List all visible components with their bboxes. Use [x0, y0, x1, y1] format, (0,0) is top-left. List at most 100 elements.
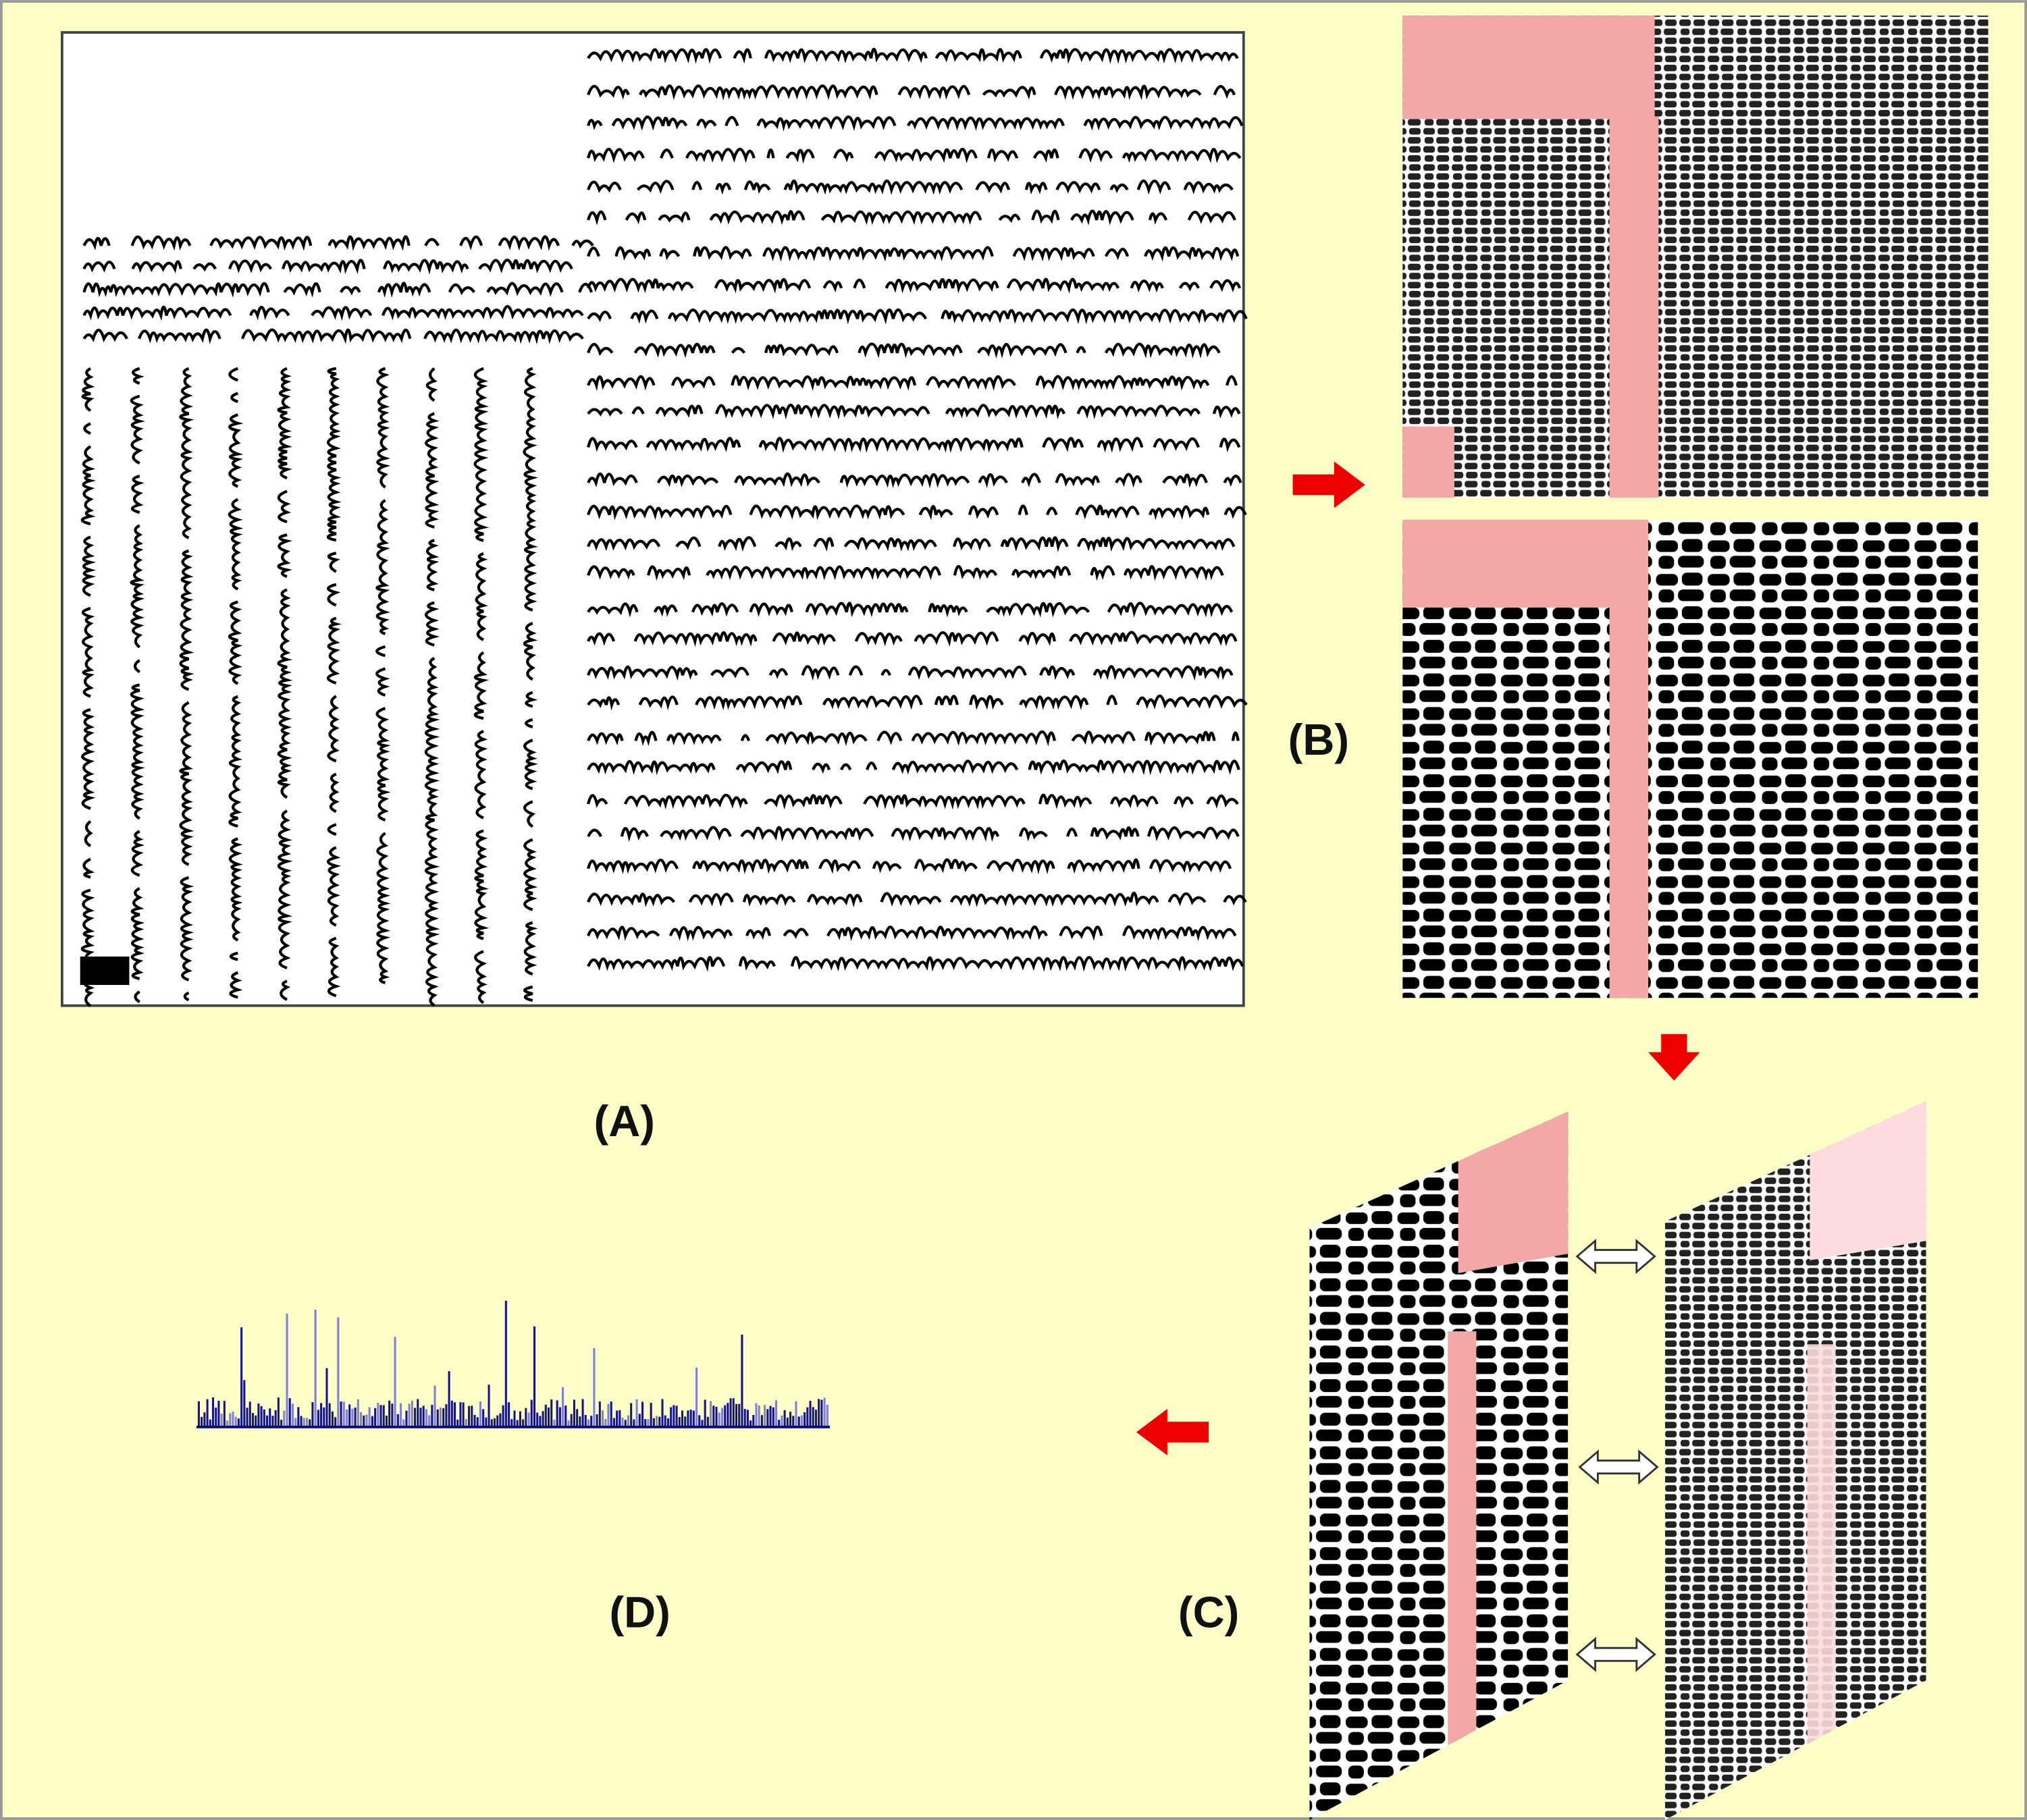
- histogram-bar: [792, 1416, 794, 1426]
- histogram-bar: [283, 1411, 285, 1427]
- histogram-bar: [738, 1404, 740, 1427]
- histogram-bar: [684, 1416, 686, 1427]
- histogram-bar: [454, 1402, 456, 1427]
- histogram-bar: [766, 1409, 768, 1426]
- histogram-bar: [695, 1368, 697, 1427]
- histogram-bar: [246, 1408, 248, 1427]
- histogram-bar: [303, 1418, 305, 1426]
- histogram-bar: [616, 1411, 618, 1427]
- histogram-bar: [388, 1401, 390, 1427]
- histogram-bar: [576, 1409, 578, 1427]
- histogram-bar: [240, 1327, 242, 1427]
- histogram-bar: [758, 1406, 760, 1427]
- histogram-bar: [690, 1410, 692, 1427]
- histogram-bar: [667, 1418, 669, 1427]
- histogram-bar: [365, 1414, 367, 1426]
- histogram-bar: [781, 1416, 783, 1427]
- histogram-bar: [294, 1418, 296, 1426]
- histogram-bar: [806, 1408, 808, 1427]
- histogram-bar: [513, 1411, 515, 1427]
- histogram-bar: [311, 1402, 313, 1427]
- histogram-bar: [556, 1400, 558, 1426]
- histogram-bar: [332, 1412, 334, 1427]
- histogram-bar: [249, 1401, 251, 1427]
- histogram-bar: [428, 1416, 430, 1427]
- histogram-bar: [747, 1410, 749, 1426]
- histogram-bar: [463, 1402, 465, 1426]
- histogram-bar: [397, 1414, 399, 1427]
- histogram-bar: [348, 1404, 350, 1427]
- histogram-bar: [391, 1403, 393, 1427]
- histogram-bar: [801, 1416, 803, 1427]
- histogram-bar: [658, 1417, 660, 1427]
- histogram-bar: [627, 1416, 629, 1427]
- histogram-bar: [414, 1408, 416, 1426]
- histogram-bar: [525, 1408, 527, 1427]
- histogram-bar: [533, 1327, 535, 1427]
- histogram-bar: [212, 1397, 214, 1427]
- histogram-bar: [223, 1401, 226, 1427]
- histogram-bar: [607, 1404, 609, 1427]
- histogram-bar: [488, 1385, 490, 1427]
- histogram-bar: [221, 1414, 223, 1427]
- histogram-bar: [437, 1410, 439, 1427]
- histogram-bar: [320, 1403, 322, 1426]
- histogram-bar: [755, 1403, 757, 1427]
- panel-label: (B): [1288, 715, 1349, 764]
- histogram-bar: [826, 1405, 828, 1427]
- histogram-bar: [405, 1411, 407, 1427]
- histogram-bar: [772, 1408, 774, 1427]
- histogram-bar: [650, 1403, 652, 1427]
- histogram-bar: [618, 1410, 621, 1427]
- histogram-bar: [261, 1406, 263, 1427]
- histogram-bar: [386, 1416, 388, 1427]
- histogram-bar: [217, 1401, 219, 1427]
- histogram-bar: [400, 1403, 402, 1427]
- histogram-bar: [252, 1413, 254, 1427]
- histogram-bar: [641, 1401, 643, 1426]
- histogram-bar: [661, 1399, 663, 1426]
- histogram-bar: [297, 1407, 299, 1426]
- histogram-bar: [431, 1405, 433, 1427]
- histogram-bar: [531, 1400, 533, 1427]
- histogram-bar: [716, 1407, 718, 1427]
- histogram-bar: [735, 1404, 737, 1427]
- segmentation-panel-bottom: [1402, 520, 1978, 998]
- histogram-bar: [292, 1403, 294, 1427]
- histogram-bar: [409, 1403, 411, 1427]
- histogram-bar: [423, 1406, 425, 1426]
- histogram-bar: [519, 1412, 521, 1427]
- histogram-bar: [681, 1411, 683, 1427]
- histogram-bar: [337, 1317, 339, 1427]
- histogram-bar: [812, 1407, 814, 1426]
- histogram-bar: [721, 1408, 723, 1426]
- histogram-bar: [550, 1399, 552, 1427]
- histogram-bar: [787, 1418, 789, 1427]
- histogram-bar: [679, 1417, 681, 1427]
- histogram-bar: [727, 1403, 729, 1427]
- histogram-bar: [761, 1415, 763, 1427]
- histogram-bar: [559, 1408, 561, 1427]
- histogram-bar: [730, 1398, 732, 1427]
- histogram-bar: [798, 1416, 800, 1427]
- histogram-bar: [315, 1310, 317, 1427]
- histogram-bar: [351, 1409, 353, 1427]
- histogram-bar: [266, 1416, 268, 1427]
- histogram-bar: [602, 1410, 604, 1427]
- histogram-bar: [434, 1386, 436, 1427]
- histogram-bar: [215, 1408, 217, 1427]
- histogram-bar: [571, 1414, 573, 1427]
- histogram-bar: [770, 1406, 772, 1427]
- histogram-bar: [394, 1337, 396, 1426]
- histogram-bar: [593, 1348, 595, 1427]
- histogram-bar: [419, 1408, 421, 1427]
- histogram-bar: [271, 1416, 273, 1427]
- histogram-bar: [502, 1406, 504, 1427]
- histogram-bar: [374, 1408, 376, 1427]
- histogram-bar: [815, 1410, 817, 1427]
- histogram-bar: [505, 1301, 507, 1427]
- histogram-bar: [379, 1405, 381, 1427]
- histogram-bar: [579, 1416, 581, 1427]
- histogram-bar: [562, 1387, 564, 1427]
- histogram-bar: [360, 1412, 362, 1427]
